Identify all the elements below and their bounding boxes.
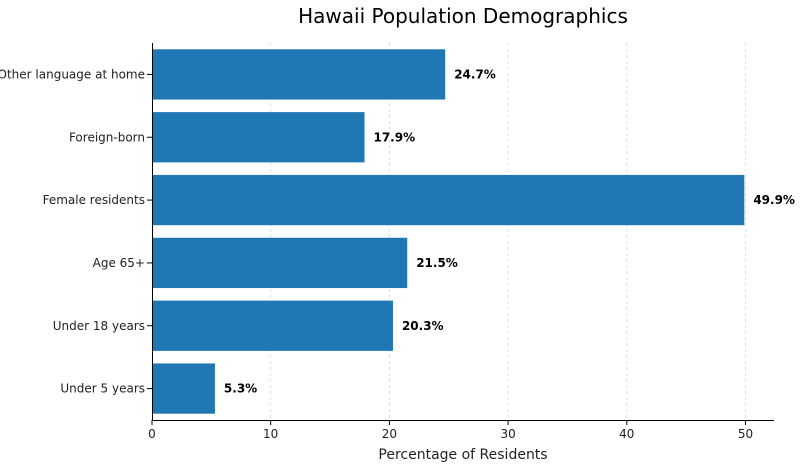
- data-label: 21.5%: [416, 256, 458, 270]
- grid-lines: [270, 43, 746, 420]
- data-label: 24.7%: [454, 67, 496, 81]
- bar: [152, 363, 215, 414]
- bars-group: [152, 49, 745, 414]
- x-tick-label: 50: [738, 427, 753, 441]
- y-tick-label: Under 5 years: [60, 382, 145, 396]
- x-tick-label: 20: [382, 427, 397, 441]
- x-tick-label: 30: [500, 427, 515, 441]
- y-tick-label: Other language at home: [0, 67, 145, 81]
- chart-title: Hawaii Population Demographics: [298, 4, 628, 28]
- x-tick-label: 10: [263, 427, 278, 441]
- y-tick-label: Age 65+: [93, 256, 145, 270]
- y-tick-label: Female residents: [43, 193, 145, 207]
- bar: [152, 300, 393, 351]
- bar: [152, 49, 446, 100]
- data-labels-group: 5.3% 20.3% 21.5% 49.9% 17.9% 24.7%: [224, 67, 795, 395]
- x-axis-label: Percentage of Residents: [378, 447, 547, 463]
- x-tick-labels: 0 10 20 30 40 50: [148, 420, 753, 441]
- data-label: 17.9%: [373, 130, 415, 144]
- bar: [152, 174, 745, 226]
- x-tick-label: 40: [619, 427, 634, 441]
- data-label: 5.3%: [224, 382, 257, 396]
- data-label: 20.3%: [402, 319, 444, 333]
- y-tick-label: Under 18 years: [53, 319, 145, 333]
- bar: [152, 112, 365, 163]
- y-tick-labels: Under 5 years Under 18 years Age 65+ Female…: [0, 67, 152, 396]
- bar: [152, 237, 408, 289]
- x-tick-label: 0: [148, 427, 156, 441]
- data-label: 49.9%: [753, 193, 795, 207]
- y-tick-label: Foreign-born: [69, 130, 145, 144]
